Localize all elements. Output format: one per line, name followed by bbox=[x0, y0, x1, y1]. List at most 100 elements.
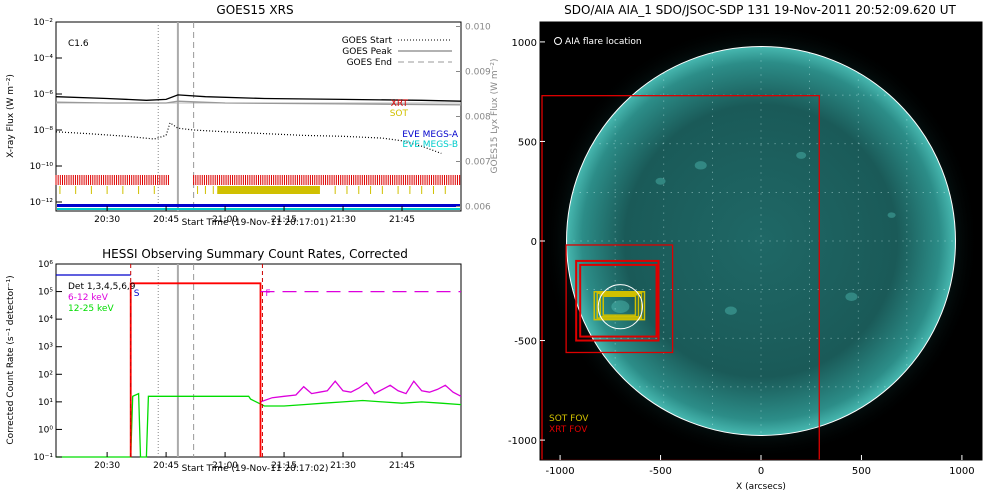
hessi-x-tick-label: 21:30 bbox=[330, 461, 356, 471]
aia-y-tick-label: -1000 bbox=[508, 436, 537, 447]
hessi-x-tick-label: 21:45 bbox=[389, 461, 415, 471]
hessi-x-tick-label: 20:30 bbox=[94, 461, 120, 471]
hessi-x-tick-label: 21:00 bbox=[212, 461, 238, 471]
goes-y-right-tick-label: 0.008 bbox=[465, 113, 491, 123]
goes-x-tick-label: 21:15 bbox=[271, 215, 297, 225]
goes-y-right-tick-label: 0.010 bbox=[465, 23, 491, 33]
hessi-x-tick-label: 20:45 bbox=[153, 461, 179, 471]
aia-y-tick-label: 0 bbox=[531, 237, 537, 248]
legend-goes-peak: GOES Peak bbox=[342, 47, 392, 57]
aia-y-tick-label: 500 bbox=[518, 137, 537, 148]
goes-y-tick-label: 10⁻¹² bbox=[30, 198, 54, 208]
xrt-fov-box bbox=[575, 259, 660, 342]
legend-sot-fov: SOT FOV bbox=[549, 414, 589, 424]
active-region bbox=[796, 151, 807, 159]
hessi-x-label: Start Time (19-Nov-11 20:17:02) bbox=[182, 464, 329, 474]
goes-y-tick-label: 10⁻⁴ bbox=[33, 54, 53, 64]
aia-y-tick-label: -500 bbox=[514, 337, 537, 348]
active-region bbox=[887, 212, 896, 218]
hessi-y-tick-label: 10⁵ bbox=[38, 288, 53, 298]
solar-limb bbox=[566, 46, 956, 436]
goes-series-2 bbox=[55, 121, 442, 154]
legend-xrt-fov: XRT FOV bbox=[549, 425, 588, 435]
flare-location-circle bbox=[597, 284, 643, 330]
xrt-fov-box bbox=[565, 244, 674, 354]
goes-x-label: Start Time (19-Nov-11 20:17:01) bbox=[182, 218, 329, 228]
goes-y-label-right: GOES15 Lyx Flux (W m⁻²) bbox=[490, 59, 500, 174]
goes-y-right-tick-label: 0.009 bbox=[465, 68, 491, 78]
hessi-y-tick-label: 10² bbox=[38, 370, 53, 380]
hessi-plot-frame bbox=[55, 263, 462, 458]
goes-series-1 bbox=[55, 100, 462, 106]
label-eve-megs-a: EVE MEGS-A bbox=[402, 130, 459, 140]
hessi-panel: HESSI Observing Summary Count Rates, Cor… bbox=[6, 247, 462, 474]
active-region bbox=[724, 306, 737, 315]
hessi-y-tick-label: 10⁴ bbox=[38, 315, 53, 325]
goes-x-tick-label: 21:30 bbox=[330, 215, 356, 225]
hessi-y-tick-label: 10⁻¹ bbox=[33, 453, 53, 463]
goes-y-tick-label: 10⁻¹⁰ bbox=[30, 162, 54, 172]
sot-coverage-block bbox=[217, 186, 320, 194]
goes-legend: GOES Start GOES Peak GOES End bbox=[342, 36, 452, 68]
hessi-y-tick-label: 10⁶ bbox=[38, 260, 53, 270]
active-region bbox=[694, 161, 707, 170]
label-eve-megs-b: EVE MEGS-B bbox=[402, 140, 458, 150]
xrt-fov-box bbox=[579, 263, 658, 338]
active-region bbox=[611, 300, 630, 314]
legend-12-25kev: 12-25 keV bbox=[68, 304, 114, 314]
aia-panel: SDO/AIA AIA_1 SDO/JSOC-SDP 131 19-Nov-20… bbox=[508, 3, 983, 492]
hessi-flag-label: F bbox=[265, 289, 270, 299]
label-sot: SOT bbox=[390, 109, 409, 119]
aia-x-tick-label: -500 bbox=[649, 466, 672, 477]
sot-fov-box bbox=[596, 292, 643, 319]
aia-x-tick-label: 1000 bbox=[949, 466, 974, 477]
goes-y-tick-label: 10⁻⁸ bbox=[33, 126, 53, 136]
aia-flare-legend: AIA flare location bbox=[565, 37, 642, 47]
hessi-title: HESSI Observing Summary Count Rates, Cor… bbox=[102, 247, 408, 261]
sot-fov-box bbox=[593, 291, 646, 321]
hessi-y-label: Corrected Count Rate (s⁻¹ detector⁻¹) bbox=[6, 275, 16, 444]
goes-x-tick-label: 20:45 bbox=[153, 215, 179, 225]
hessi-flag-label: S bbox=[134, 289, 140, 299]
aia-x-tick-label: 0 bbox=[758, 466, 764, 477]
goes-title: GOES15 XRS bbox=[216, 3, 293, 17]
aia-x-tick-label: 500 bbox=[852, 466, 871, 477]
aia-title: SDO/AIA AIA_1 SDO/JSOC-SDP 131 19-Nov-20… bbox=[564, 3, 956, 17]
hessi-series-1 bbox=[56, 392, 462, 458]
goes-series-0 bbox=[55, 94, 462, 102]
hessi-y-tick-label: 10¹ bbox=[38, 398, 53, 408]
xrt-fov-box bbox=[541, 95, 820, 460]
hessi-series-2 bbox=[129, 282, 262, 457]
goes-y-label: X-ray Flux (W m⁻²) bbox=[6, 74, 16, 158]
label-xrt: XRT bbox=[391, 99, 409, 109]
goes-y-right-tick-label: 0.006 bbox=[465, 203, 491, 213]
eve-megs-a-coverage bbox=[57, 204, 460, 207]
goes-y-right-tick-label: 0.007 bbox=[465, 158, 491, 168]
goes-y-tick-label: 10⁻² bbox=[33, 18, 53, 28]
goes-panel: GOES15 XRS 20:30 20:45 21:00 21:15 21:30 21:4… bbox=[6, 3, 500, 228]
goes-x-tick-label: 21:00 bbox=[212, 215, 238, 225]
aia-flare-legend-marker bbox=[554, 37, 562, 45]
aia-x-tick-label: -1000 bbox=[546, 466, 575, 477]
legend-goes-start: GOES Start bbox=[342, 36, 393, 46]
legend-detectors: Det 1,3,4,5,6,9 bbox=[68, 282, 136, 292]
aia-image bbox=[541, 23, 979, 460]
eve-megs-b-coverage bbox=[57, 208, 460, 210]
legend-6-12kev: 6-12 keV bbox=[68, 293, 109, 303]
sot-fov-box bbox=[602, 295, 637, 316]
sot-fov-box bbox=[599, 294, 640, 318]
goes-flare-class: C1.6 bbox=[68, 39, 89, 49]
hessi-legend: Det 1,3,4,5,6,9 6-12 keV 12-25 keV bbox=[68, 282, 136, 314]
active-region bbox=[845, 292, 858, 301]
hessi-y-tick-label: 10³ bbox=[38, 343, 53, 353]
goes-y-tick-label: 10⁻⁶ bbox=[33, 90, 53, 100]
hessi-y-tick-label: 10⁰ bbox=[38, 425, 53, 435]
sun-disk bbox=[566, 46, 956, 436]
hessi-x-tick-label: 21:15 bbox=[271, 461, 297, 471]
goes-x-tick-label: 21:45 bbox=[389, 215, 415, 225]
goes-x-tick-label: 20:30 bbox=[94, 215, 120, 225]
active-region bbox=[655, 177, 666, 185]
aia-x-label: X (arcsecs) bbox=[736, 482, 786, 492]
legend-goes-end: GOES End bbox=[347, 58, 392, 68]
